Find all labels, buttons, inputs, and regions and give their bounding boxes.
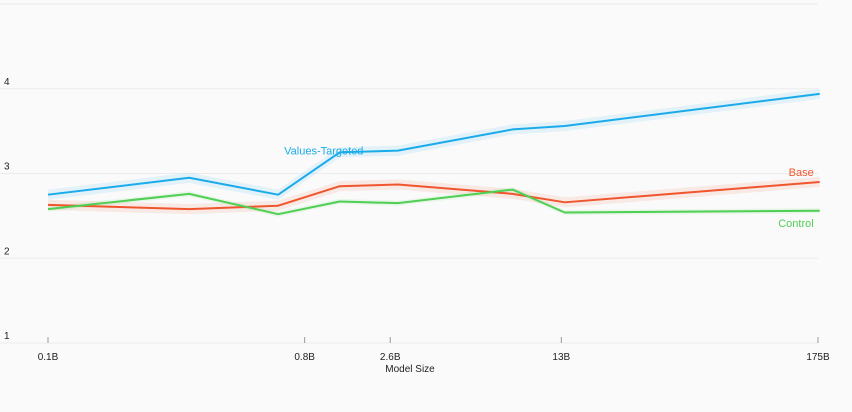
series-label-base: Base [789,167,814,179]
series-line-base [47,180,820,211]
x-tick-label: 0.1B [38,352,59,363]
series-line-control [47,188,820,216]
x-tick-label: 2.6B [380,352,401,363]
y-tick-label: 4 [4,77,10,88]
x-tick-label: 175B [806,352,830,363]
series-lines [47,92,820,216]
band-control [48,187,820,217]
y-tick-label: 1 [4,331,10,342]
series-line-values-targeted [47,92,820,196]
series-label-values-targeted: Values-Targeted [284,146,363,158]
y-tick-label: 5 [4,0,10,3]
x-tick-label: 13B [552,352,570,363]
series-label-control: Control [778,218,813,230]
gridlines [0,3,818,344]
y-tick-label: 3 [4,162,10,173]
x-axis-title: Model Size [385,364,435,375]
x-tick-label: 0.8B [294,352,315,363]
y-tick-label: 2 [4,246,10,257]
